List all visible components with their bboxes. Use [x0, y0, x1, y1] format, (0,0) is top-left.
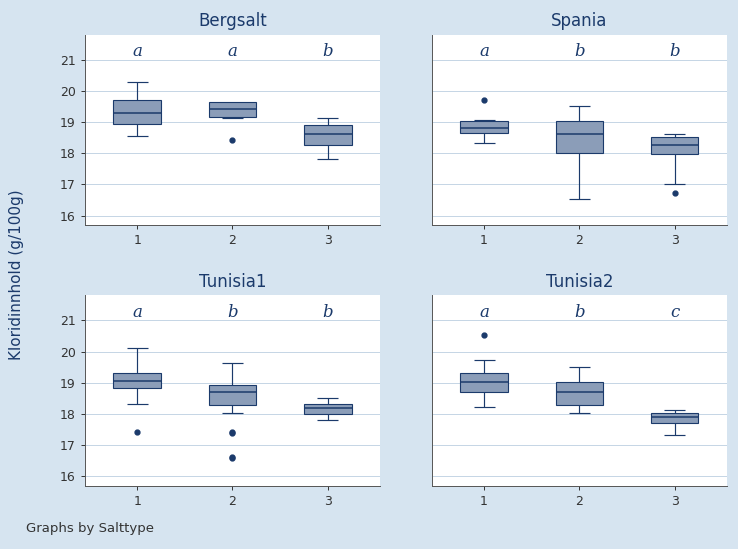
- Text: b: b: [323, 43, 333, 60]
- Bar: [556, 382, 603, 405]
- Text: Tunisia2: Tunisia2: [545, 273, 613, 291]
- Text: Kloridinnhold (g/100g): Kloridinnhold (g/100g): [9, 189, 24, 360]
- Text: Spania: Spania: [551, 13, 607, 30]
- Text: a: a: [479, 43, 489, 60]
- Text: b: b: [323, 304, 333, 321]
- Bar: [209, 102, 256, 117]
- Bar: [461, 121, 508, 133]
- Text: a: a: [227, 43, 238, 60]
- Bar: [651, 137, 698, 154]
- Text: b: b: [574, 304, 584, 321]
- Bar: [114, 99, 161, 124]
- Text: Graphs by Salttype: Graphs by Salttype: [26, 522, 154, 535]
- Text: c: c: [670, 304, 679, 321]
- Bar: [114, 373, 161, 389]
- Text: b: b: [574, 43, 584, 60]
- Bar: [304, 125, 351, 144]
- Text: a: a: [479, 304, 489, 321]
- Text: a: a: [132, 304, 142, 321]
- Text: Bergsalt: Bergsalt: [198, 13, 267, 30]
- Text: b: b: [669, 43, 680, 60]
- Bar: [461, 373, 508, 392]
- Text: a: a: [132, 43, 142, 60]
- Text: Tunisia1: Tunisia1: [199, 273, 266, 291]
- Bar: [651, 413, 698, 423]
- Bar: [209, 385, 256, 405]
- Text: b: b: [227, 304, 238, 321]
- Bar: [556, 121, 603, 153]
- Bar: [304, 404, 351, 414]
